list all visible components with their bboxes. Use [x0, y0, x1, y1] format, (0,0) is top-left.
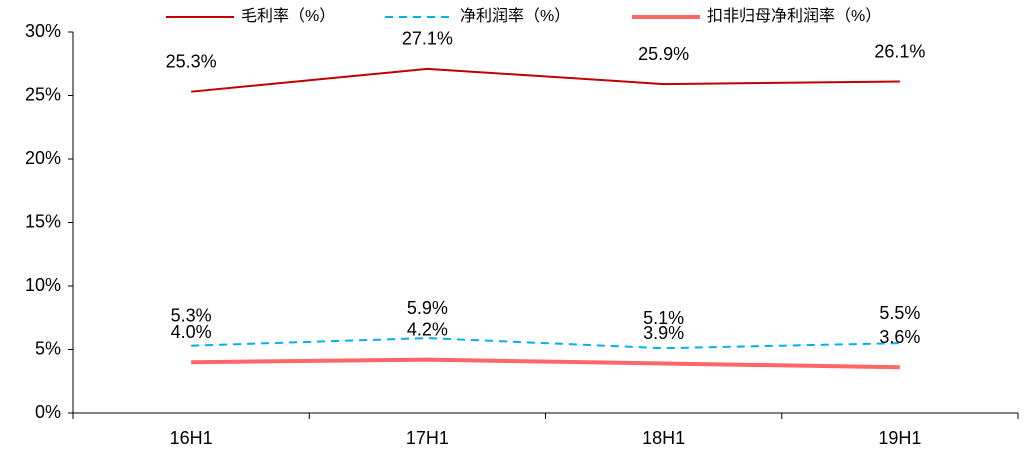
- legend-label: 毛利率（%）: [241, 7, 335, 25]
- data-label: 3.9%: [643, 323, 684, 343]
- y-tick-label: 10%: [25, 275, 61, 295]
- x-tick-label: 17H1: [406, 428, 449, 448]
- series-line: [191, 67, 900, 93]
- data-label: 5.3%: [171, 305, 212, 325]
- data-label: 5.9%: [407, 298, 448, 318]
- series-line: [191, 357, 900, 370]
- x-tick-label: 18H1: [642, 428, 685, 448]
- data-label: 4.2%: [407, 319, 448, 339]
- x-tick-label: 19H1: [878, 428, 921, 448]
- data-label: 25.3%: [166, 51, 217, 71]
- data-label: 27.1%: [402, 29, 453, 49]
- data-label: 26.1%: [874, 41, 925, 61]
- data-label: 3.6%: [879, 327, 920, 347]
- data-label: 25.9%: [638, 44, 689, 64]
- y-tick-label: 25%: [25, 84, 61, 104]
- x-tick-label: 16H1: [170, 428, 213, 448]
- y-tick-label: 20%: [25, 148, 61, 168]
- series-line: [191, 337, 900, 350]
- y-tick-label: 15%: [25, 211, 61, 231]
- data-label: 5.1%: [643, 308, 684, 328]
- legend-label: 扣非归母净利润率（%）: [707, 7, 881, 25]
- data-label: 4.0%: [171, 322, 212, 342]
- y-tick-label: 0%: [35, 402, 61, 422]
- legend-label: 净利润率（%）: [460, 7, 570, 25]
- y-tick-label: 30%: [25, 21, 61, 41]
- y-tick-label: 5%: [35, 338, 61, 358]
- legend: 毛利率（%） 净利润率（%） 扣非归母净利润率（%）: [166, 7, 881, 25]
- data-label: 5.5%: [879, 303, 920, 323]
